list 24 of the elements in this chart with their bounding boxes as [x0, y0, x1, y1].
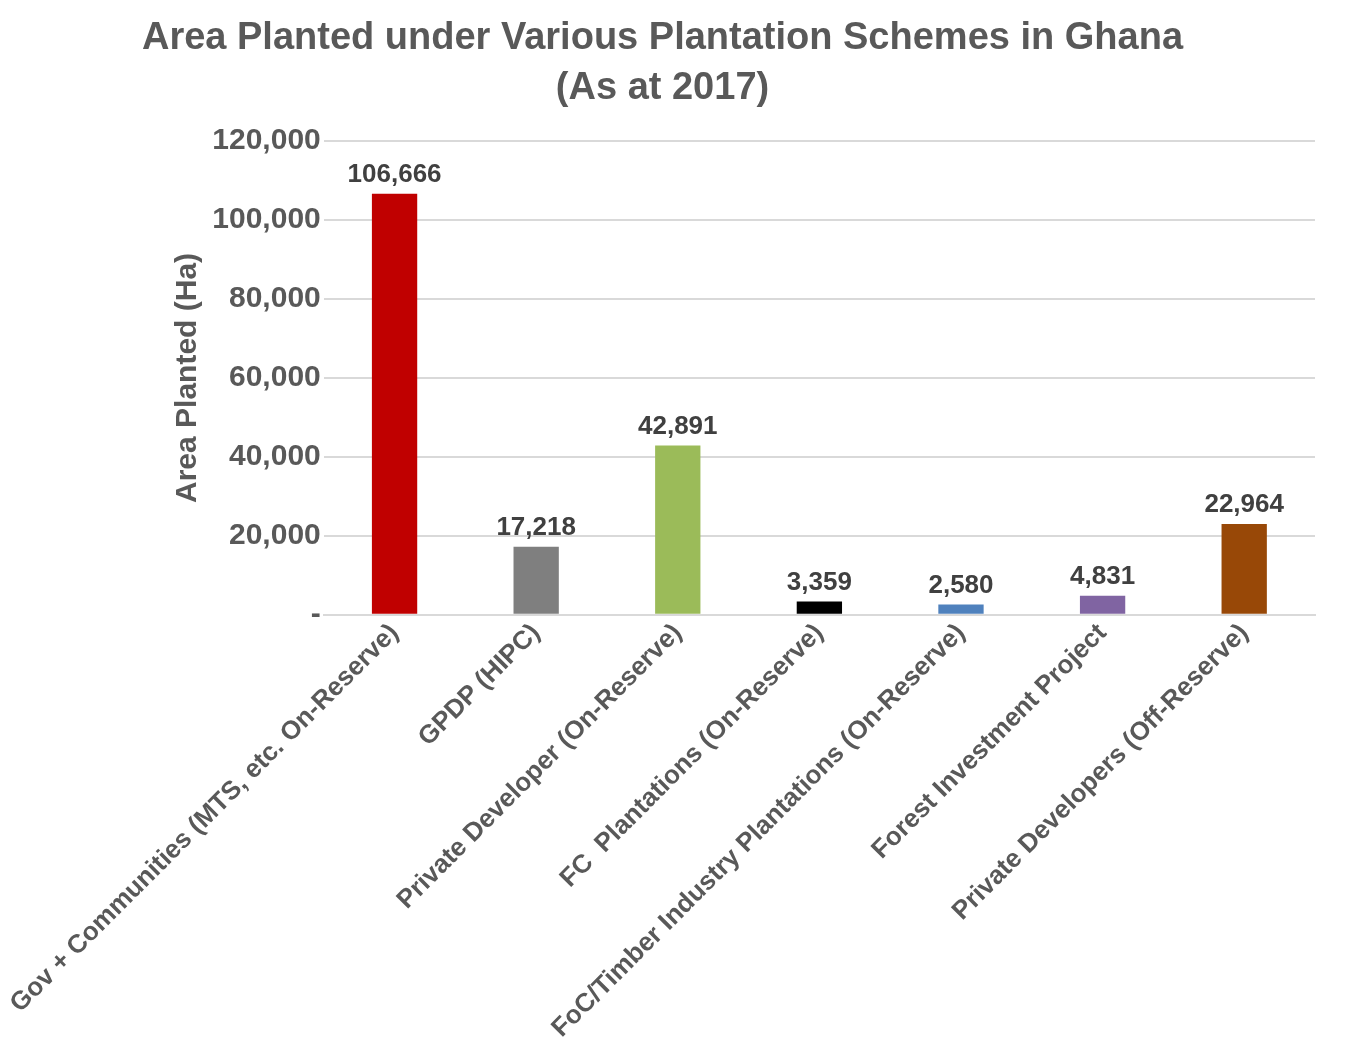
data-label: 106,666 — [347, 157, 442, 188]
chart-title: Area Planted under Various Plantation Schemes in Ghana — [141, 15, 1184, 58]
y-tick-label: 120,000 — [212, 122, 321, 156]
chart-subtitle: (As at 2017) — [555, 64, 770, 107]
data-label: 2,580 — [928, 568, 994, 599]
bar — [655, 445, 701, 614]
data-label: 22,964 — [1204, 488, 1285, 519]
data-label: 17,218 — [496, 510, 576, 541]
y-tick-label: 20,000 — [228, 517, 321, 551]
y-tick-label: 60,000 — [228, 359, 321, 393]
bar — [796, 601, 843, 614]
bar — [938, 604, 984, 614]
bar — [513, 546, 559, 614]
bar — [371, 193, 418, 614]
y-tick-label: 100,000 — [212, 201, 321, 235]
data-label: 4,831 — [1070, 559, 1136, 590]
bar — [1079, 595, 1126, 614]
y-tick-label: 80,000 — [228, 280, 321, 314]
data-label: 42,891 — [638, 409, 718, 440]
y-tick-label: - — [310, 596, 321, 630]
y-tick-label: 40,000 — [228, 438, 321, 472]
bar — [1221, 524, 1267, 614]
y-axis-title: Area Planted (Ha) — [168, 252, 202, 504]
data-label: 3,359 — [786, 565, 852, 596]
